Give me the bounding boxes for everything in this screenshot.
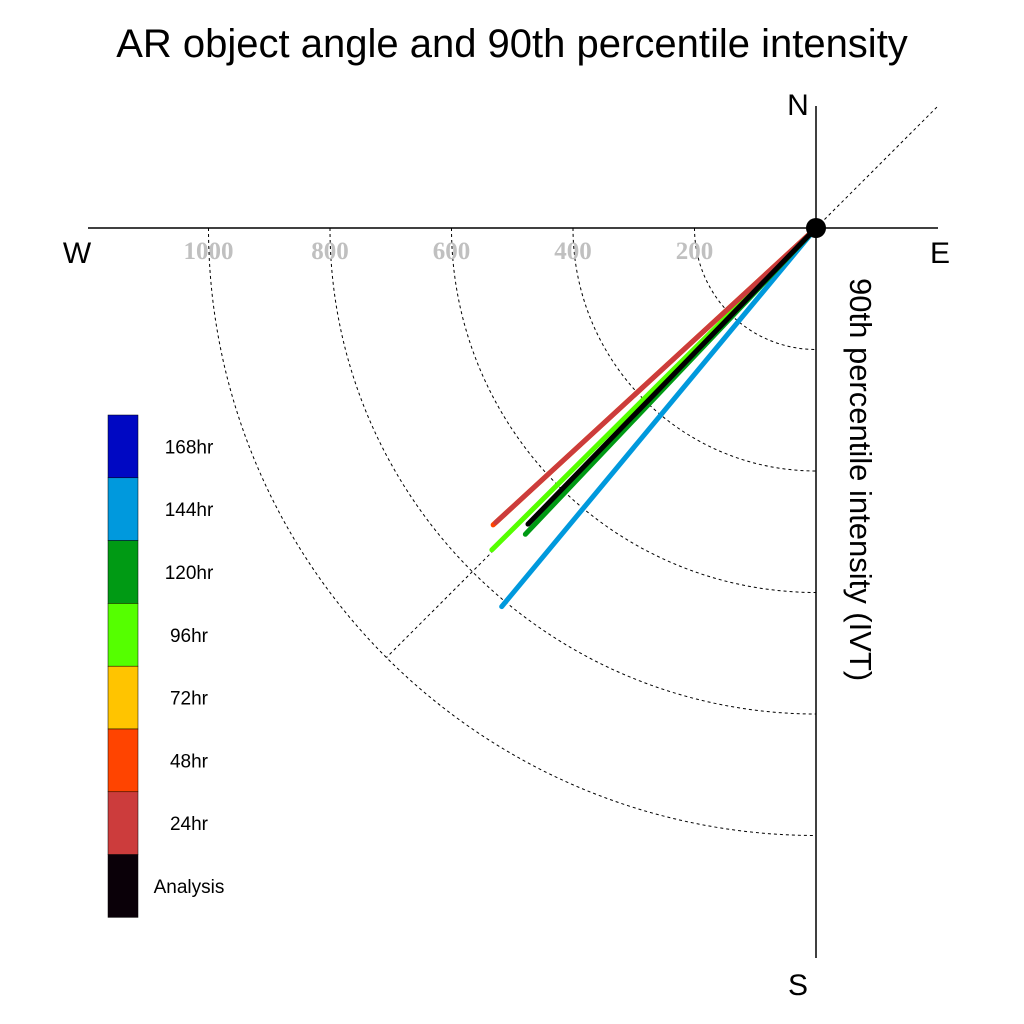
ring-label-800: 800	[311, 238, 349, 265]
legend-swatch-72hr	[107, 665, 139, 730]
compass-south: S	[788, 969, 808, 1002]
compass-east: E	[930, 237, 950, 270]
diagonal-guide-ne	[815, 105, 939, 229]
ring-label-200: 200	[676, 238, 714, 265]
legend-swatch-120hr	[107, 540, 139, 604]
ring-200	[694, 227, 817, 350]
legend-label-168hr: 168hr	[165, 437, 214, 458]
legend-swatch-168hr	[107, 414, 139, 479]
legend-label-72hr: 72hr	[170, 689, 209, 710]
vector-analysis	[525, 225, 819, 527]
ring-600	[451, 227, 817, 593]
legend-swatch-144hr	[107, 477, 139, 541]
legend-label-analysis: Analysis	[154, 877, 225, 898]
ring-800	[329, 227, 817, 715]
ring-label-1000: 1000	[184, 238, 234, 265]
legend-label-120hr: 120hr	[165, 563, 214, 584]
chart-title: AR object angle and 90th percentile inte…	[116, 22, 908, 66]
legend-label-48hr: 48hr	[170, 751, 209, 772]
intensity-axis-label: 90th percentile intensity (IVT)	[843, 278, 878, 681]
legend: 168hr 144hr 120hr 96hr 72hr 48hr 24hr Analysis	[107, 414, 225, 918]
legend-swatch-24hr	[107, 791, 139, 855]
intensity-rings	[208, 227, 817, 836]
legend-label-144hr: 144hr	[165, 500, 214, 521]
diagonal-guide-sw	[386, 227, 817, 658]
ring-1000	[208, 227, 817, 836]
compass-west: W	[63, 237, 92, 270]
ring-label-400: 400	[554, 238, 592, 265]
legend-label-24hr: 24hr	[170, 814, 209, 835]
legend-swatch-analysis	[107, 854, 139, 918]
ring-labels: 200 400 600 800 1000	[184, 238, 714, 265]
vector-144hr	[499, 225, 819, 610]
forecast-vectors	[489, 225, 819, 610]
ring-label-600: 600	[433, 238, 471, 265]
legend-label-96hr: 96hr	[170, 626, 209, 647]
compass-north: N	[787, 89, 809, 122]
legend-swatch-48hr	[107, 728, 139, 793]
legend-swatch-96hr	[107, 603, 139, 667]
vector-24hr	[493, 225, 819, 525]
ring-400	[572, 227, 817, 472]
origin-marker	[806, 218, 826, 238]
